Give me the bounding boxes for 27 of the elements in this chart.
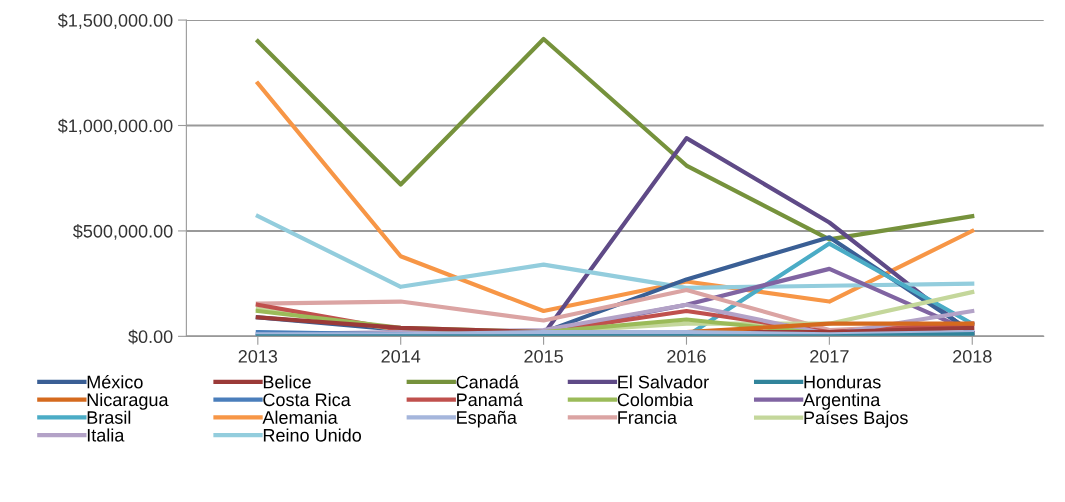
legend-label: Honduras	[804, 375, 881, 389]
legend-label: Nicaragua	[87, 392, 169, 410]
legend-label: Alemania	[262, 410, 338, 424]
y-tick-label: $500,000.00	[72, 224, 173, 240]
legend-label: Colombia	[617, 392, 694, 407]
legend-label: Países Bajos	[804, 410, 908, 428]
x-tick-label: 2013	[238, 350, 278, 363]
x-tick-label: 2015	[524, 350, 563, 363]
legend-label: El Salvador	[618, 375, 709, 389]
x-tick-label: 2018	[953, 350, 992, 363]
x-tick-label: 2014	[381, 350, 421, 363]
legend-label: Canadá	[456, 374, 519, 389]
legend-label: Francia	[618, 410, 677, 424]
x-tick-label: 2016	[667, 350, 706, 363]
legend-label: Costa Rica	[263, 392, 351, 407]
legend-label: Italia	[87, 428, 125, 442]
legend-label: México	[87, 374, 143, 389]
y-tick-label: $0.00	[128, 329, 173, 345]
legend-label: Brasil	[87, 410, 131, 424]
legend-label: Panamá	[457, 392, 523, 407]
x-tick-label: 2017	[810, 350, 849, 363]
legend-label: Belice	[263, 375, 311, 389]
legend-label: Argentina	[803, 392, 881, 410]
y-tick-label: $1,000,000.00	[57, 118, 173, 135]
legend-label: España	[457, 410, 517, 428]
y-tick-label: $1,500,000.00	[57, 13, 173, 29]
legend-label: Reino Unido	[263, 428, 362, 442]
